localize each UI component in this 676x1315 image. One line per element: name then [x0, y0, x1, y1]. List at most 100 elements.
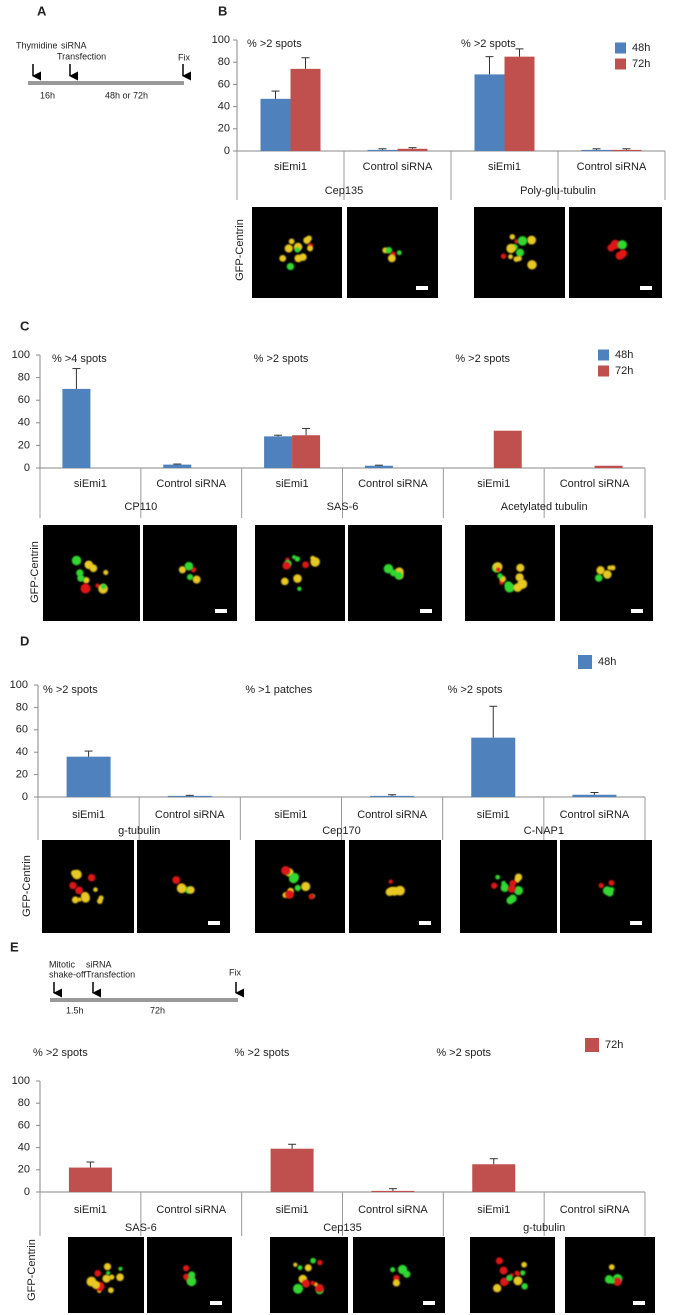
spot [497, 573, 503, 579]
y-tick-label: 60 [16, 724, 28, 736]
spot [103, 1263, 112, 1271]
spot [517, 236, 528, 246]
spot [499, 1266, 508, 1275]
y-tick-label: 80 [16, 701, 28, 713]
spot [310, 1280, 315, 1286]
spot [178, 566, 187, 574]
timeline-label: Mitotic [49, 959, 76, 969]
y-tick-label: 20 [18, 1164, 30, 1176]
micrograph-bg [353, 1237, 445, 1313]
spot [75, 886, 84, 895]
micrograph [470, 1237, 555, 1313]
spot [390, 1267, 396, 1273]
y-tick-label: 60 [218, 78, 230, 90]
micrograph [348, 525, 442, 621]
x-tick-label: Control siRNA [357, 809, 427, 821]
spot [495, 874, 501, 880]
micrograph [565, 1237, 655, 1313]
spot [292, 555, 297, 560]
spot [396, 250, 402, 256]
annotation: % >2 spots [235, 1047, 290, 1059]
spot [514, 239, 519, 244]
micrograph [474, 207, 565, 298]
spot [118, 1266, 123, 1271]
bar [581, 149, 612, 151]
bar [367, 149, 398, 151]
scale-bar [215, 609, 227, 613]
spot [613, 1277, 622, 1286]
bar [62, 388, 91, 468]
bar [364, 465, 393, 468]
bar [611, 149, 642, 151]
annotation: % >2 spots [254, 353, 309, 365]
spot [607, 565, 613, 571]
spot [187, 574, 194, 581]
bar [594, 465, 623, 468]
spot [308, 893, 315, 900]
bar [474, 74, 505, 151]
bar [572, 794, 617, 797]
bar [68, 1167, 112, 1192]
y-tick-label: 40 [218, 101, 230, 113]
spot [86, 1276, 97, 1287]
spot [389, 886, 399, 896]
y-tick-label: 40 [18, 1142, 30, 1154]
y-tick-label: 20 [218, 123, 230, 135]
spot [513, 583, 522, 592]
micrograph [270, 1237, 348, 1313]
spot [492, 1284, 502, 1293]
y-tick-label: 0 [224, 145, 230, 157]
spot [71, 896, 79, 904]
y-tick-label: 0 [24, 462, 30, 474]
spot [293, 1283, 304, 1294]
micrograph-bg [465, 525, 555, 621]
group-label: Cep135 [323, 1222, 362, 1234]
spot [516, 255, 522, 262]
spot [304, 1264, 312, 1272]
timeline-label: Fix [229, 967, 241, 977]
spot [288, 873, 299, 884]
bar [472, 1164, 516, 1192]
panel-letter: A [37, 3, 47, 18]
spot [310, 557, 320, 567]
spot [81, 893, 90, 903]
spot [93, 887, 98, 892]
x-tick-label: Control siRNA [560, 478, 630, 490]
legend-label: 72h [605, 1039, 623, 1051]
spot [315, 1283, 324, 1293]
spot [516, 563, 525, 572]
spot [301, 1279, 310, 1288]
spot [100, 583, 107, 589]
spot [602, 570, 612, 579]
annotation: % >1 patches [245, 684, 312, 696]
timeline-label: Transfection [57, 51, 106, 61]
micrograph-bg [42, 840, 134, 933]
spot [615, 251, 624, 260]
y-tick-label: 20 [18, 439, 30, 451]
annotation: % >2 spots [461, 38, 516, 50]
spot [279, 254, 287, 262]
group-label: g-tubulin [523, 1222, 565, 1234]
micrograph [255, 840, 345, 933]
micrograph [43, 525, 140, 621]
micrograph [255, 525, 345, 621]
spot [506, 1274, 513, 1282]
spot [103, 569, 109, 575]
spot [515, 248, 525, 257]
spot [285, 890, 294, 899]
panel-letter: E [10, 939, 19, 954]
spot [392, 1279, 401, 1287]
x-tick-label: Control siRNA [560, 809, 630, 821]
spot [394, 571, 403, 580]
y-tick-label: 100 [12, 1075, 30, 1087]
spot [508, 254, 513, 260]
micrograph [560, 840, 652, 933]
spot [500, 253, 507, 259]
spot [514, 877, 520, 883]
scale-bar [631, 609, 643, 613]
spot [301, 881, 311, 892]
x-tick-label: Control siRNA [560, 1204, 630, 1216]
spot [69, 881, 77, 890]
spot [293, 574, 302, 583]
spot [109, 1274, 115, 1280]
